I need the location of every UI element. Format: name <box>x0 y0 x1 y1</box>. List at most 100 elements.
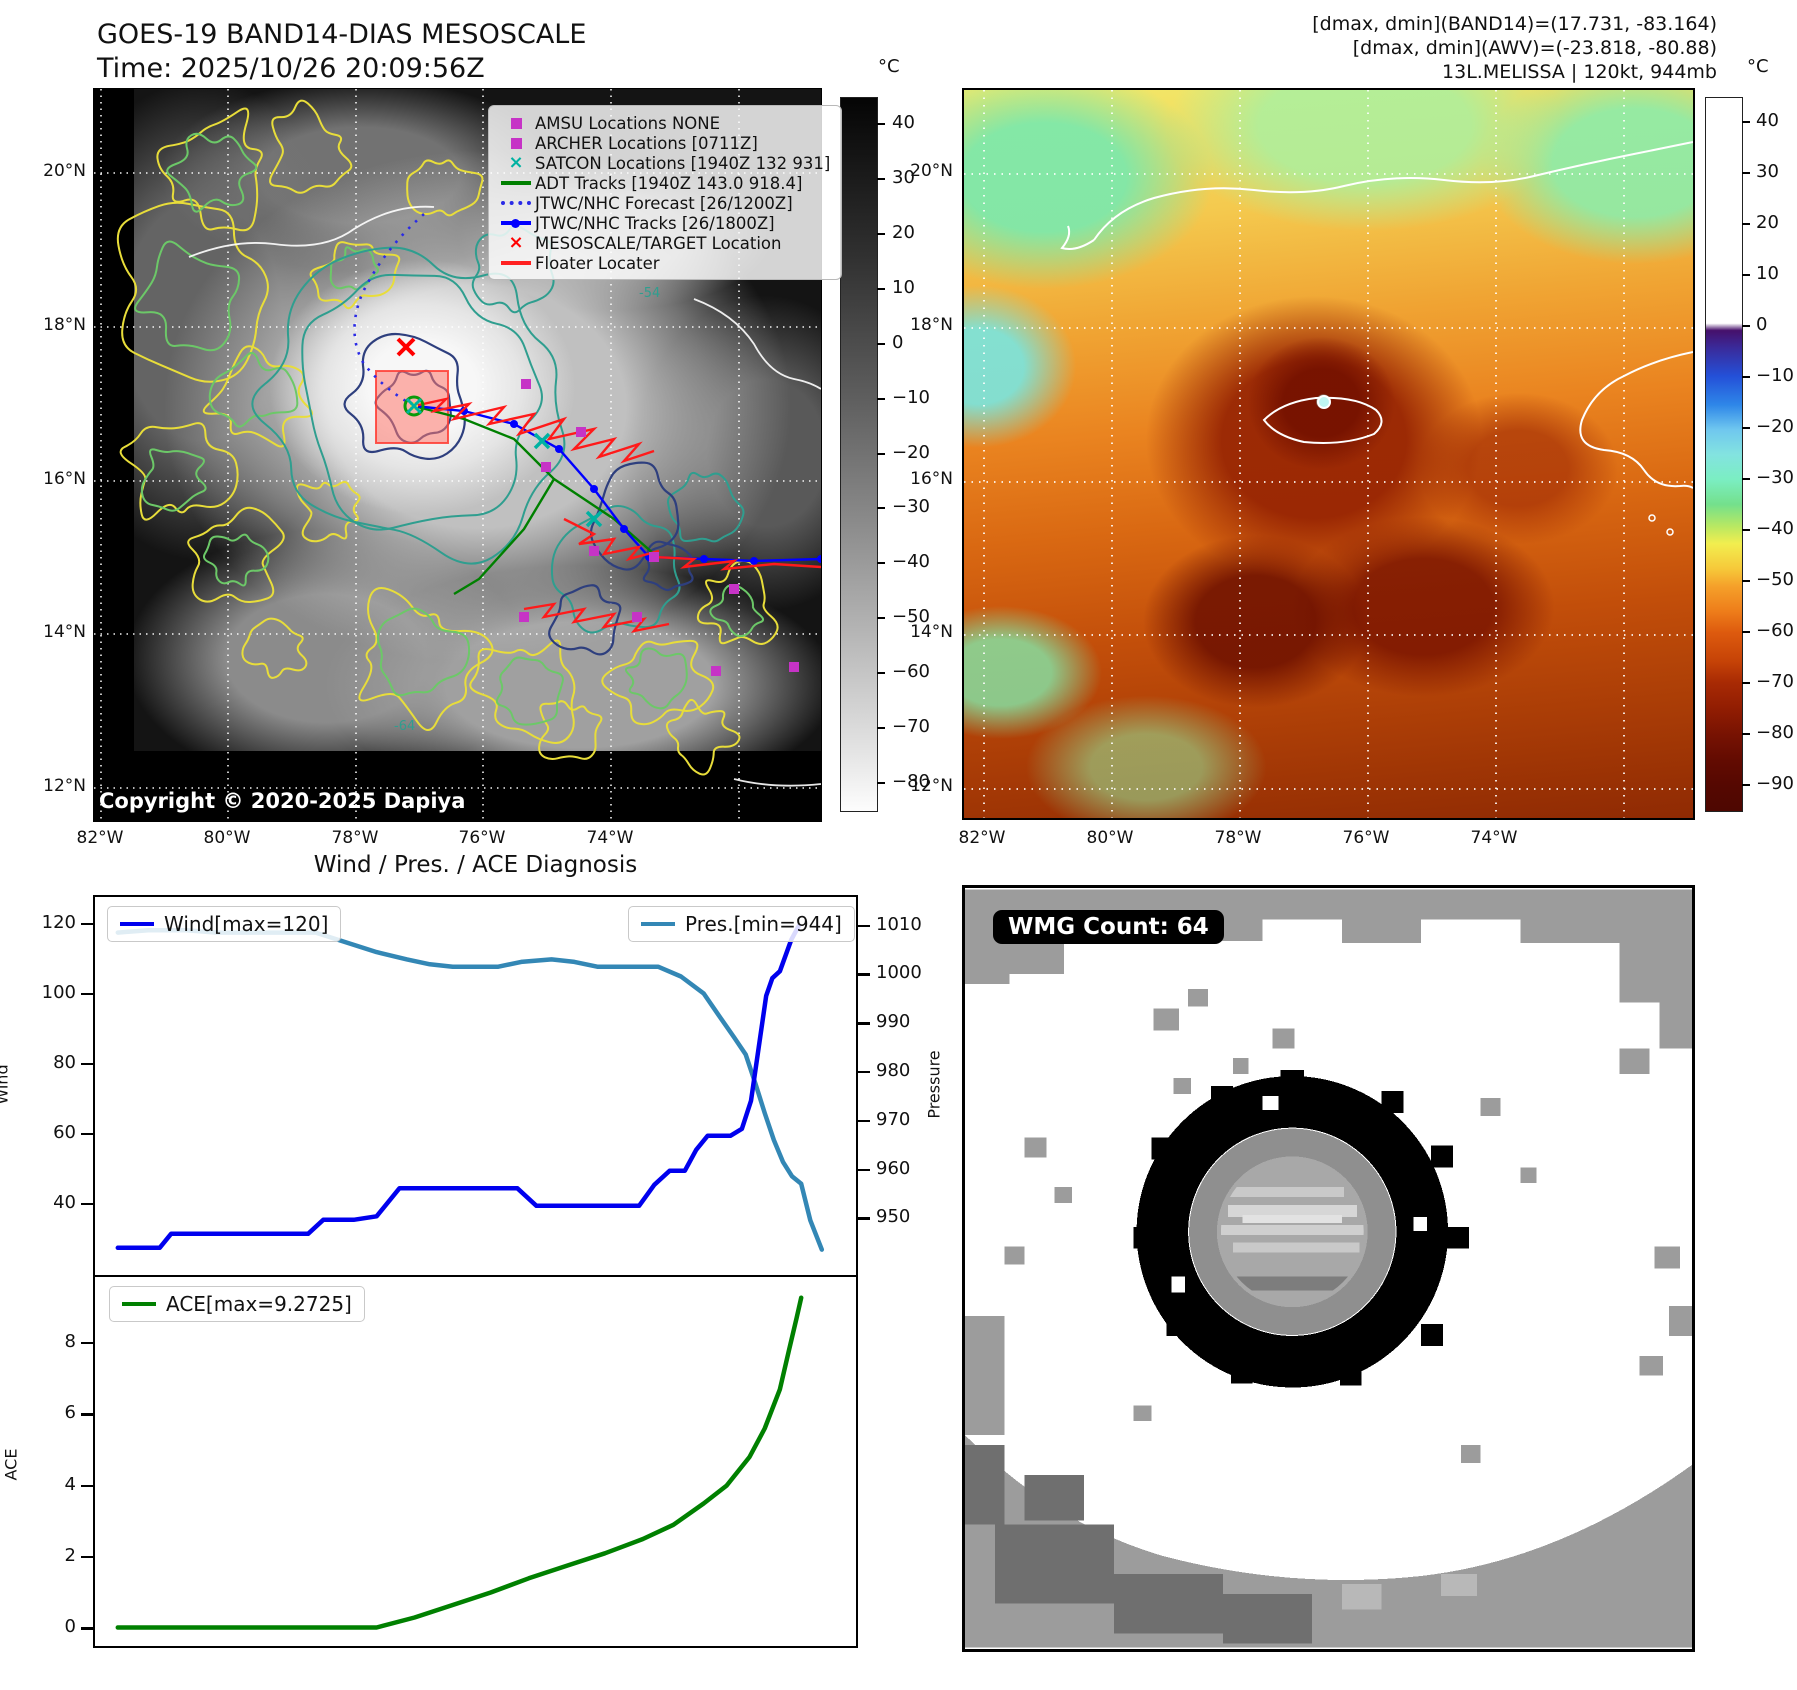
amsu-archer-marker <box>519 612 529 622</box>
ir-colorbar-tick-label: −70 <box>1756 670 1794 692</box>
ir-colorbar-tick-label: −20 <box>1756 416 1794 438</box>
ir-colorbar-tick-label: 10 <box>1756 263 1779 285</box>
jtwc-track-point <box>555 445 563 453</box>
ir-colorbar-tick <box>1742 274 1750 277</box>
ir-colorbar-tick <box>1742 579 1750 582</box>
coastline-cuba <box>1093 141 1693 241</box>
band14-colorbar-tick-label: 20 <box>892 222 915 244</box>
band14-map-overlay <box>94 89 821 821</box>
band14-lon-tick: 78°W <box>331 828 379 848</box>
wmg-black-ring <box>1136 1076 1449 1388</box>
jtwc-track-point <box>620 525 628 533</box>
contour-green <box>134 240 241 352</box>
band14-colorbar-tick <box>877 287 885 290</box>
legend-item-label: SATCON Locations [1940Z 132 931] <box>535 153 831 173</box>
wind-axis-label: Wind <box>0 1064 12 1105</box>
ace-chart <box>93 1275 858 1648</box>
wind-tick-label: 80 <box>53 1051 76 1073</box>
pressure-tick-label: 1000 <box>876 962 922 984</box>
legend-x-marker: × <box>508 232 524 253</box>
ir-colorbar-tick-label: −50 <box>1756 568 1794 590</box>
contour-yellow <box>601 639 715 726</box>
band14-colorbar-tick-label: −80 <box>892 770 930 792</box>
ir-colorbar-tick-label: −30 <box>1756 466 1794 488</box>
island <box>1648 514 1656 522</box>
band14-colorbar-tick <box>877 617 885 620</box>
floater-track <box>413 396 655 464</box>
legend-item: AMSU Locations NONE <box>497 113 833 133</box>
band14-colorbar-tick-label: −30 <box>892 496 930 518</box>
pressure-tick <box>858 1168 870 1171</box>
ace-tick <box>81 1484 93 1487</box>
contour-yellow <box>696 559 779 645</box>
contour-yellow <box>116 201 269 383</box>
ace-tick-label: 4 <box>64 1473 76 1495</box>
contour-yellow <box>156 107 263 232</box>
ace-tick-label: 8 <box>64 1330 76 1352</box>
island <box>1666 528 1674 536</box>
pressure-legend-swatch <box>641 921 675 927</box>
satcon-marker <box>405 397 423 415</box>
ir-lon-tick: 76°W <box>1342 828 1390 848</box>
coastline-cuba <box>188 205 435 258</box>
amsu-archer-marker <box>541 462 551 472</box>
contour-yellow <box>358 586 494 732</box>
legend-item-label: JTWC/NHC Forecast [26/1200Z] <box>535 193 793 213</box>
band14-colorbar-tick-label: −20 <box>892 441 930 463</box>
ir-colorbar <box>1705 97 1743 812</box>
contour-teal <box>251 246 566 565</box>
series-Pres.[min=944] <box>115 927 825 1252</box>
contour-green <box>624 647 688 710</box>
legend-item: × SATCON Locations [1940Z 132 931] <box>497 153 833 173</box>
ir-colorbar-tick <box>1742 630 1750 633</box>
contour-teal <box>667 471 745 543</box>
amsu-archer-marker <box>521 379 531 389</box>
ace-tick <box>81 1555 93 1559</box>
jtwc-track-point <box>510 420 518 428</box>
wind-legend: Wind[max=120] <box>107 906 342 942</box>
band14-colorbar <box>840 97 878 812</box>
ace-legend: ACE[max=9.2725] <box>109 1286 365 1322</box>
ir-colorbar-tick <box>1742 783 1750 786</box>
band14-colorbar-tick-label: −40 <box>892 551 930 573</box>
jtwc-track-point <box>460 407 468 415</box>
contour-teal <box>301 273 543 531</box>
legend-item: Floater Locater <box>497 253 833 273</box>
band14-lon-tick: 80°W <box>203 828 251 848</box>
storm-center-ring <box>403 395 425 417</box>
ir-colorbar-tick <box>1742 121 1750 124</box>
band14-colorbar-tick-label: −70 <box>892 715 930 737</box>
ir-lat-tick: 20°N <box>910 161 953 181</box>
wind-tick <box>81 922 93 926</box>
legend-item-label: ARCHER Locations [0711Z] <box>535 133 758 153</box>
wind-legend-swatch <box>120 921 154 927</box>
wind-tick <box>81 992 93 996</box>
ir-lon-tick: 78°W <box>1214 828 1262 848</box>
contour-yellow <box>296 481 361 543</box>
wind-tick-label: 120 <box>41 911 76 933</box>
band14-map-panel: AMSU Locations NONE ARCHER Locations [071… <box>93 88 842 822</box>
ir-colorbar-tick <box>1742 427 1750 430</box>
map-legend: AMSU Locations NONE ARCHER Locations [071… <box>488 105 842 280</box>
band14-colorbar-tick-label: −60 <box>892 660 930 682</box>
jtwc-track <box>413 404 821 563</box>
pressure-legend-label: Pres.[min=944] <box>685 912 842 936</box>
band14-lon-tick: 76°W <box>458 828 506 848</box>
contour-yellow <box>538 700 603 761</box>
ir-lon-tick: 74°W <box>1470 828 1518 848</box>
amsu-archer-marker <box>589 546 599 556</box>
band14-colorbar-tick <box>877 671 885 674</box>
coastline-jamaica <box>1262 396 1383 444</box>
band14-colorbar-tick <box>877 452 885 455</box>
pressure-tick-label: 990 <box>876 1011 911 1033</box>
pressure-tick-label: 980 <box>876 1060 911 1082</box>
legend-square-marker <box>497 117 535 129</box>
satcon-marker <box>585 510 603 528</box>
ir-colorbar-tick-label: −40 <box>1756 517 1794 539</box>
wind-tick-label: 60 <box>53 1121 76 1143</box>
band14-lat-tick: 12°N <box>43 776 86 796</box>
pressure-tick <box>858 973 870 976</box>
legend-item: × MESOSCALE/TARGET Location <box>497 233 833 253</box>
storm-annotation-block: [dmax, dmin](BAND14)=(17.731, -83.164) [… <box>1312 12 1717 84</box>
